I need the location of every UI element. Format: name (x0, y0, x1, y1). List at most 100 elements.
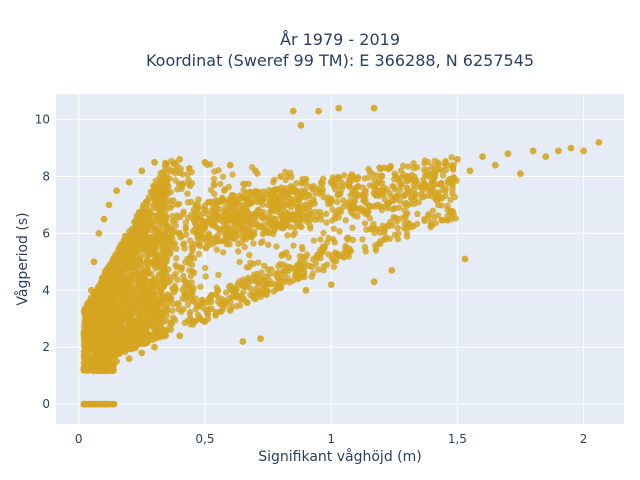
data-point (388, 267, 396, 274)
cloud-point (186, 182, 194, 190)
data-point (113, 187, 120, 195)
cloud-point (295, 195, 303, 203)
cloud-point (139, 209, 147, 216)
cloud-point (309, 184, 316, 192)
cloud-point (256, 198, 264, 206)
cloud-point (345, 253, 352, 260)
cloud-point (343, 200, 350, 207)
data-point (555, 147, 562, 155)
data-point (580, 147, 587, 155)
cloud-point (135, 246, 143, 254)
cloud-point (124, 287, 131, 294)
cloud-point (272, 186, 279, 193)
data-point (403, 173, 411, 180)
cloud-point (119, 287, 126, 294)
cloud-point (413, 220, 421, 228)
cloud-point (281, 270, 288, 277)
cloud-point (116, 268, 123, 276)
cloud-point (303, 251, 311, 258)
data-point (95, 400, 103, 408)
cloud-point (317, 216, 325, 223)
cloud-point (187, 272, 195, 280)
data-point (277, 173, 285, 180)
cloud-point (384, 205, 392, 212)
cloud-point (209, 220, 216, 227)
data-point (87, 363, 95, 371)
cloud-point (284, 232, 291, 239)
data-point (100, 215, 108, 223)
cloud-point (299, 246, 306, 253)
cloud-point (208, 298, 215, 306)
cloud-point (155, 214, 162, 221)
cloud-point (102, 270, 109, 277)
cloud-point (190, 284, 197, 292)
cloud-point (319, 185, 326, 193)
cloud-point (282, 176, 289, 184)
data-point (446, 175, 454, 183)
cloud-point (167, 167, 174, 175)
cloud-point (179, 171, 186, 178)
data-point (103, 400, 110, 408)
cloud-point (378, 206, 386, 214)
cloud-point (209, 240, 217, 247)
cloud-point (365, 165, 372, 173)
cloud-point (315, 266, 322, 273)
cloud-point (418, 194, 426, 201)
data-point (95, 366, 103, 374)
cloud-point (159, 295, 166, 302)
cloud-point (391, 231, 399, 239)
cloud-point (233, 303, 240, 310)
cloud-point (293, 180, 300, 187)
cloud-point (115, 298, 123, 305)
cloud-point (283, 249, 290, 256)
cloud-point (291, 224, 298, 231)
cloud-point (376, 164, 383, 171)
cloud-point (374, 201, 381, 208)
cloud-point (158, 178, 165, 185)
cloud-point (91, 350, 98, 358)
cloud-point (146, 285, 154, 292)
cloud-point (278, 252, 285, 259)
cloud-point (382, 234, 390, 241)
cloud-point (237, 282, 244, 289)
data-point (466, 167, 474, 175)
cloud-point (147, 332, 155, 339)
cloud-point (403, 233, 411, 240)
cloud-point (420, 176, 427, 184)
cloud-point (184, 190, 191, 197)
cloud-point (449, 163, 456, 170)
data-point (479, 153, 486, 161)
cloud-point (235, 240, 242, 248)
cloud-point (103, 298, 110, 306)
data-point (378, 173, 386, 180)
cloud-point (132, 232, 139, 240)
data-point (80, 400, 88, 408)
y-tick-label: 8 (42, 170, 50, 184)
cloud-point (130, 285, 137, 292)
cloud-point (170, 314, 177, 321)
cloud-point (233, 208, 240, 216)
data-point (87, 286, 95, 294)
cloud-point (342, 217, 349, 224)
cloud-point (240, 180, 247, 188)
data-point (297, 121, 305, 129)
data-point (176, 332, 184, 340)
cloud-point (258, 269, 265, 276)
cloud-point (236, 258, 243, 266)
data-point (176, 156, 184, 163)
cloud-point (171, 284, 179, 291)
cloud-point (81, 321, 88, 328)
cloud-point (181, 245, 188, 252)
cloud-point (230, 284, 238, 291)
data-point (403, 184, 411, 192)
cloud-point (186, 267, 193, 274)
data-point (125, 178, 133, 186)
cloud-point (274, 269, 281, 276)
cloud-point (95, 293, 103, 300)
data-point (151, 158, 158, 166)
cloud-point (206, 234, 214, 241)
cloud-point (194, 303, 201, 310)
cloud-point (255, 259, 262, 266)
cloud-point (175, 200, 183, 208)
cloud-point (157, 320, 164, 327)
